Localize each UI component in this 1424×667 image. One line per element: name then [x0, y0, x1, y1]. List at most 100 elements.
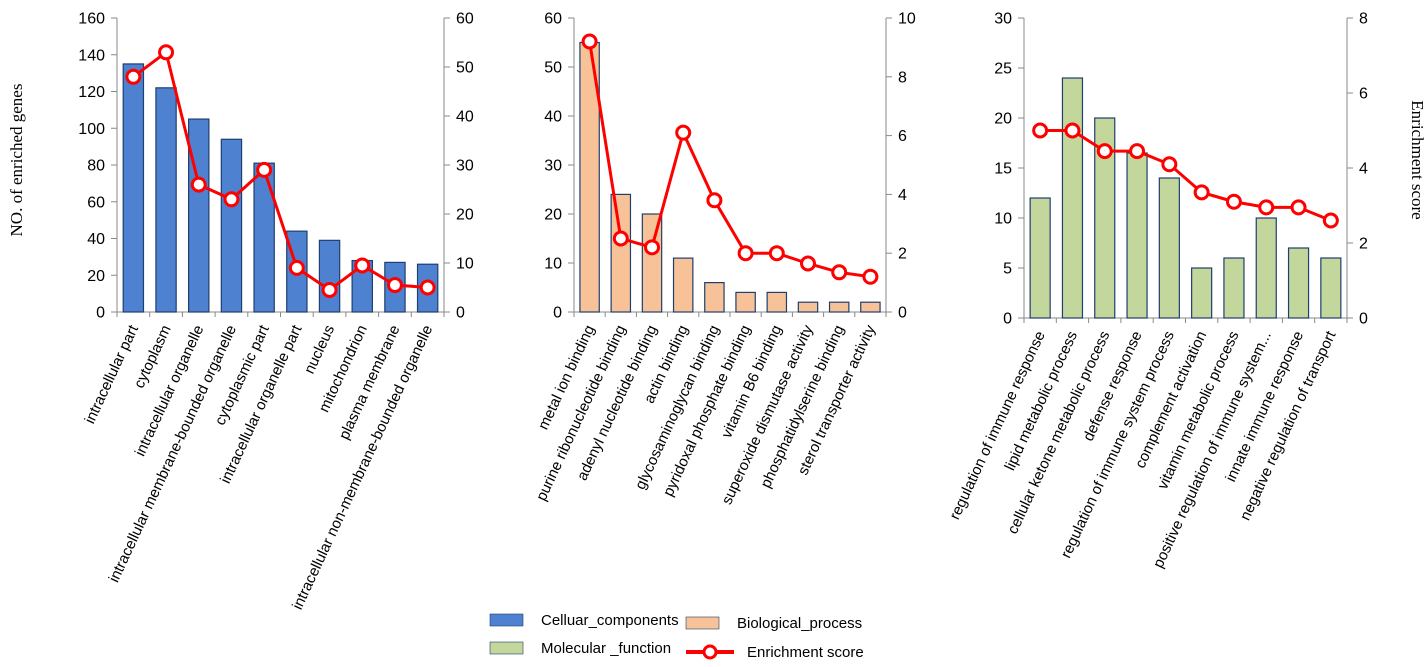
y2-tick-label: 0: [456, 305, 465, 322]
bar-2: [1061, 77, 1084, 319]
bar-5: [704, 282, 725, 313]
enrichment-point-4: [675, 124, 692, 141]
legend: Celluar_components Biological_process Mole…: [489, 612, 864, 661]
y2-tick-label: 40: [456, 109, 474, 126]
y-tick-label: 120: [78, 84, 105, 101]
y2-tick-label: 8: [898, 69, 907, 86]
legend-swatch: [489, 613, 524, 627]
enrichment-line: [132, 49, 428, 292]
y-tick-label: 50: [544, 60, 562, 77]
y-tick-label: 160: [78, 11, 105, 28]
bar-7: [318, 239, 341, 313]
enrichment-point-10: [419, 279, 436, 296]
bar-8: [797, 301, 819, 313]
enrichment-point-5: [1161, 156, 1178, 173]
enrichment-point-6: [288, 259, 305, 276]
bar-6: [1191, 267, 1213, 319]
left-y-axis-title: NO. of enriched genes: [7, 84, 26, 237]
y-tick-label: 5: [1003, 261, 1012, 278]
y2-tick-label: 2: [898, 246, 907, 263]
bar-4: [220, 138, 243, 313]
enrichment-point-10: [1322, 212, 1339, 229]
y2-tick-label: 20: [456, 207, 474, 224]
category-label: intracellular part: [81, 322, 142, 427]
y-tick-label: 30: [544, 158, 562, 175]
y-tick-label: 10: [544, 256, 562, 273]
enrichment-point-8: [1258, 199, 1275, 216]
enrichment-point-4: [223, 191, 240, 208]
y-tick-label: 20: [994, 111, 1012, 128]
y-tick-label: 25: [994, 61, 1012, 78]
enrichment-point-3: [190, 176, 207, 193]
y2-tick-label: 6: [1359, 86, 1368, 103]
legend-marker: [702, 644, 718, 660]
y2-tick-label: 6: [898, 128, 907, 145]
legend-item-2: Biological_process: [685, 615, 862, 632]
y2-tick-label: 10: [898, 11, 916, 28]
enrichment-point-6: [737, 245, 754, 262]
bar-5: [1158, 177, 1180, 319]
enrichment-point-7: [321, 281, 338, 298]
enrichment-point-9: [831, 264, 848, 281]
enrichment-point-1: [125, 68, 142, 85]
y-tick-label: 0: [1003, 311, 1012, 328]
enrichment-point-7: [1225, 193, 1242, 210]
enrichment-point-6: [1193, 184, 1210, 201]
bar-8: [1255, 217, 1277, 319]
y2-tick-label: 0: [1359, 311, 1368, 328]
legend-label: Enrichment score: [747, 644, 864, 661]
bar-3: [188, 118, 210, 313]
bar-6: [735, 291, 756, 313]
legend-label: Molecular _function: [541, 640, 671, 657]
bar-9: [828, 301, 850, 313]
bar-3: [641, 213, 663, 313]
y-tick-label: 0: [553, 305, 562, 322]
y-tick-label: 0: [96, 305, 105, 322]
y2-tick-label: 4: [898, 187, 907, 204]
legend-item-3: Molecular _function: [489, 640, 671, 657]
category-label: nucleus: [301, 323, 338, 377]
y-tick-label: 40: [87, 231, 105, 248]
enrichment-point-5: [256, 161, 273, 178]
y-tick-label: 10: [994, 211, 1012, 228]
y-tick-label: 60: [87, 194, 105, 211]
y2-tick-label: 0: [898, 305, 907, 322]
legend-label: Celluar_components: [541, 612, 679, 629]
enrichment-point-3: [1096, 143, 1113, 160]
chart-panels: 0204060801001201401600102030405060intrac…: [78, 11, 1368, 613]
bar-10: [1320, 257, 1342, 319]
chart-panel-1: 0 20 40 60 80 100 120 140 160 0 10 20 30 40 50 60 intrac…: [78, 11, 474, 613]
enrichment-point-10: [862, 268, 879, 285]
y2-tick-label: 8: [1359, 11, 1368, 28]
enrichment-point-1: [581, 33, 598, 50]
bar-1: [122, 63, 145, 313]
enrichment-point-9: [1290, 199, 1307, 216]
legend-label: Biological_process: [737, 615, 862, 632]
bar-5: [253, 162, 275, 313]
enrichment-point-2: [158, 44, 175, 61]
y-tick-label: 15: [994, 161, 1012, 178]
y-tick-label: 30: [994, 11, 1012, 28]
y-tick-label: 140: [78, 47, 105, 64]
y-tick-label: 60: [544, 11, 562, 28]
enrichment-point-1: [1032, 122, 1049, 139]
enrichment-point-4: [1129, 143, 1146, 160]
y2-tick-label: 2: [1359, 236, 1368, 253]
legend-item-1: Celluar_components: [489, 612, 679, 629]
enrichment-point-7: [768, 245, 785, 262]
bar-4: [672, 257, 694, 313]
y2-tick-label: 60: [456, 11, 474, 28]
legend-swatch: [489, 641, 524, 655]
y-tick-label: 80: [87, 158, 105, 175]
enrichment-line: [588, 41, 871, 279]
enrichment-point-2: [612, 230, 629, 247]
bar-9: [1287, 247, 1310, 319]
enrichment-point-8: [800, 255, 816, 272]
bar-2: [155, 87, 177, 313]
enrichment-line: [1040, 129, 1332, 222]
y2-tick-label: 4: [1359, 161, 1368, 178]
y-tick-label: 100: [78, 121, 105, 138]
